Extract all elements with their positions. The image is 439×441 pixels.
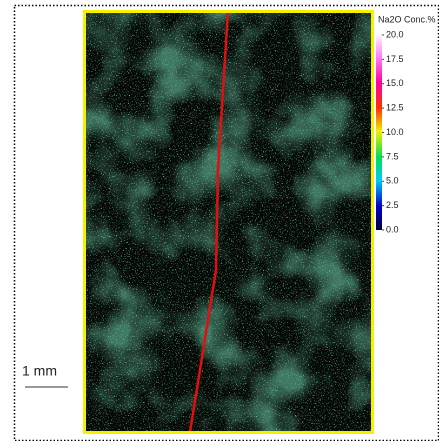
- colorbar-ticks: 20.0 17.5 15.0 12.5 10.0 7.5 5.0 2.5 0.0: [382, 29, 404, 234]
- scale-bar-label: 1 mm: [22, 363, 57, 379]
- tick-label: 2.5: [386, 200, 399, 210]
- map-speckle: [85, 12, 371, 431]
- tick-label: 10.0: [386, 127, 404, 137]
- tick-label: 7.5: [386, 151, 399, 161]
- tick-label: 12.5: [386, 103, 404, 113]
- tick-label: 17.5: [386, 54, 404, 64]
- colorbar-title: Na2O Conc.%: [378, 14, 436, 24]
- map-border: [83, 10, 374, 434]
- tick-label: 15.0: [386, 78, 404, 88]
- tick-label: 5.0: [386, 176, 399, 186]
- boundary-line: [188, 10, 230, 433]
- colorbar: [376, 33, 382, 230]
- tick-label: 0.0: [386, 224, 399, 234]
- tick-label: 20.0: [386, 29, 404, 39]
